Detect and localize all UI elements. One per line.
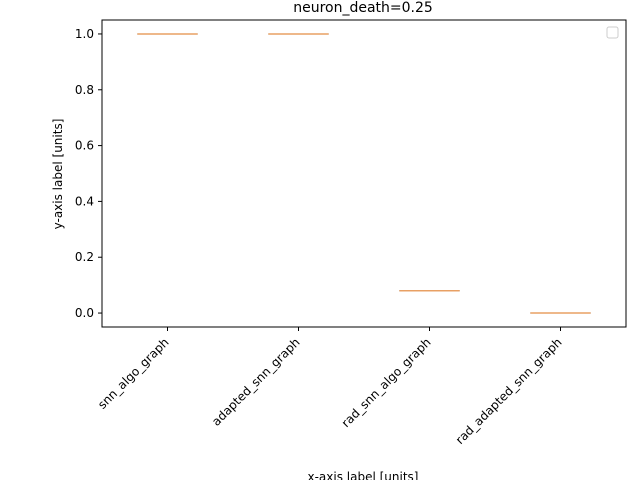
y-axis-label: y-axis label [units] [51, 119, 65, 230]
box-series [137, 33, 591, 314]
x-axis-label: x-axis label [units] [308, 470, 419, 480]
plot-area [101, 19, 627, 328]
y-tick-label: 0.0 [75, 306, 94, 320]
chart-title: neuron_death=0.25 [293, 0, 433, 16]
y-tick-label: 0.6 [75, 139, 94, 153]
y-tick-label: 0.4 [75, 194, 94, 208]
legend-box [606, 26, 619, 39]
y-tick-label: 1.0 [75, 27, 94, 41]
plot-frame [101, 19, 627, 328]
y-tick-label: 0.2 [75, 250, 94, 264]
y-tick-label: 0.8 [75, 83, 94, 97]
y-axis: 0.0 0.2 0.4 0.6 0.8 1.0 [75, 27, 102, 320]
